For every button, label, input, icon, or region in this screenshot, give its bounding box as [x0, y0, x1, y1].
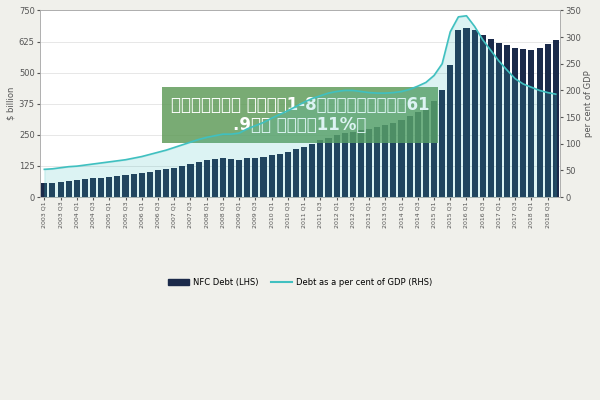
Bar — [317, 140, 323, 197]
Bar — [58, 182, 64, 197]
Bar — [269, 155, 275, 197]
Bar — [325, 138, 332, 197]
Bar — [179, 166, 185, 197]
Bar — [212, 159, 218, 197]
Bar — [155, 170, 161, 197]
Bar — [398, 120, 404, 197]
Bar — [366, 129, 372, 197]
Bar — [220, 158, 226, 197]
Bar — [358, 130, 364, 197]
Bar — [350, 132, 356, 197]
Bar — [171, 168, 177, 197]
Y-axis label: $ billion: $ billion — [7, 87, 16, 120]
Bar — [472, 30, 478, 197]
Bar — [74, 180, 80, 197]
Bar — [41, 183, 47, 197]
Bar — [277, 154, 283, 197]
Bar — [187, 164, 194, 197]
Bar — [115, 176, 121, 197]
Bar — [415, 112, 421, 197]
Bar — [463, 28, 470, 197]
Bar — [334, 135, 340, 197]
Bar — [228, 159, 234, 197]
Bar — [529, 50, 535, 197]
Bar — [545, 44, 551, 197]
Bar — [131, 174, 137, 197]
Y-axis label: per cent of GDP: per cent of GDP — [584, 70, 593, 137]
Legend: NFC Debt (LHS), Debt as a per cent of GDP (RHS): NFC Debt (LHS), Debt as a per cent of GD… — [164, 274, 436, 290]
Bar — [431, 101, 437, 197]
Bar — [479, 35, 486, 197]
Bar — [512, 48, 518, 197]
Bar — [163, 169, 169, 197]
Bar — [260, 157, 266, 197]
Bar — [301, 147, 307, 197]
Bar — [82, 179, 88, 197]
Bar — [106, 177, 112, 197]
Bar — [374, 127, 380, 197]
Bar — [253, 158, 259, 197]
Bar — [382, 125, 388, 197]
Bar — [293, 149, 299, 197]
Bar — [536, 48, 542, 197]
Bar — [447, 65, 453, 197]
Bar — [147, 172, 153, 197]
Bar — [341, 133, 348, 197]
Bar — [496, 43, 502, 197]
Bar — [520, 49, 526, 197]
Bar — [122, 175, 128, 197]
Bar — [236, 160, 242, 197]
Bar — [423, 108, 429, 197]
Bar — [439, 90, 445, 197]
Bar — [49, 183, 55, 197]
Bar — [504, 45, 510, 197]
Bar — [407, 116, 413, 197]
Bar — [196, 162, 202, 197]
Bar — [553, 40, 559, 197]
Bar — [309, 144, 315, 197]
Bar — [90, 178, 96, 197]
Bar — [391, 123, 397, 197]
Bar — [139, 173, 145, 197]
Bar — [244, 158, 250, 197]
Bar — [285, 152, 291, 197]
Bar — [98, 178, 104, 197]
Bar — [488, 39, 494, 197]
Bar — [455, 30, 461, 197]
Bar — [203, 160, 210, 197]
Bar — [65, 181, 72, 197]
Text: 股票上杠杆资金 上汽集团1-8月累计销售新能源车61
.9万辆 同比增长11%。​​: 股票上杠杆资金 上汽集团1-8月累计销售新能源车61 .9万辆 同比增长11%。… — [171, 96, 430, 134]
